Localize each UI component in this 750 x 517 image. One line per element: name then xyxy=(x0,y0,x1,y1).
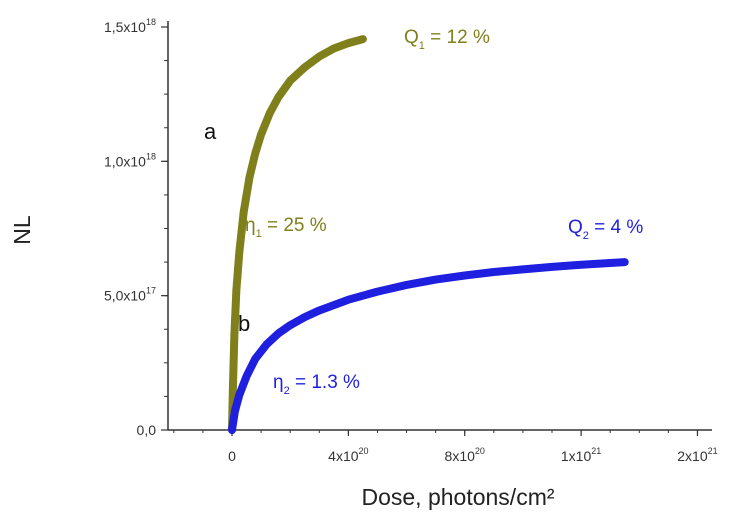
series-b-point xyxy=(301,313,309,321)
y-tick-label: 5,0x1017 xyxy=(104,286,156,304)
eta2-main: η xyxy=(273,372,284,393)
series-a-point xyxy=(344,39,352,47)
series-a-point xyxy=(286,77,294,85)
q2-rest: = 4 % xyxy=(589,217,643,238)
series-a-point xyxy=(274,93,283,101)
series-b-trace xyxy=(228,258,629,434)
series-b-point xyxy=(228,426,236,434)
eta2-annotation: η2 = 1.3 % xyxy=(273,372,360,397)
axes xyxy=(167,21,712,431)
q2-sub: 2 xyxy=(583,230,589,242)
y-ticks: 0,0 5,0x1017 1,0x1018 1,5x1018 xyxy=(104,17,168,438)
x-axis-title: Dose, photons/cm² xyxy=(361,484,554,510)
x-tick-label: 1x1021 xyxy=(561,446,601,464)
series-b-point xyxy=(263,340,271,348)
series-b-point xyxy=(242,372,251,380)
series-a-point xyxy=(251,149,259,157)
series-b-point xyxy=(548,263,556,271)
q2-annotation: Q2 = 4 % xyxy=(568,217,643,242)
y-tick-label: 1,0x1018 xyxy=(104,151,156,169)
x-tick-label: 0 xyxy=(228,448,236,464)
series-b-label: b xyxy=(238,311,250,336)
series-a-point xyxy=(315,52,323,61)
series-b-point xyxy=(490,268,498,276)
series-b-point xyxy=(286,321,294,329)
series-a-point xyxy=(266,109,274,117)
series-b-point xyxy=(231,407,239,415)
series-a-label: a xyxy=(204,119,217,144)
q1-annotation: Q1 = 12 % xyxy=(404,27,490,52)
q1-sub: 1 xyxy=(419,40,425,52)
x-tick-label: 2x1021 xyxy=(677,446,717,464)
x-tick-label: 8x1020 xyxy=(445,446,485,464)
eta1-sub: 1 xyxy=(256,228,262,240)
series-b-point xyxy=(251,355,259,363)
series-b-point xyxy=(621,258,629,266)
series-b-point xyxy=(432,275,440,284)
x-tick-label: 4x1020 xyxy=(328,446,368,464)
eta2-sub: 2 xyxy=(284,385,290,397)
y-tick-label: 1,5x1018 xyxy=(104,17,156,35)
series-layer xyxy=(228,35,629,434)
series-a-point xyxy=(301,63,309,71)
series-b-point xyxy=(315,306,323,315)
series-a-point xyxy=(229,386,237,394)
series-b-point xyxy=(235,391,243,399)
series-b-point xyxy=(402,281,411,289)
q1-rest: = 12 % xyxy=(425,27,490,48)
series-a-point xyxy=(359,35,367,43)
x-ticks: 0 4x1020 8x1020 1x1021 2x1021 xyxy=(173,430,718,464)
series-b-point xyxy=(274,329,283,337)
series-b-point xyxy=(461,271,469,280)
eta1-rest: = 25 % xyxy=(262,215,327,236)
series-a-point xyxy=(330,44,338,53)
y-axis-title: NL xyxy=(9,215,35,245)
series-b-point xyxy=(519,265,527,273)
eta1-annotation: η1 = 25 % xyxy=(245,215,327,240)
series-a-point xyxy=(235,249,243,257)
series-b-point xyxy=(344,296,352,304)
eta1-main: η xyxy=(245,215,256,236)
series-a-point xyxy=(232,286,240,294)
q2-main: Q xyxy=(568,217,583,238)
series-a-point xyxy=(230,332,238,340)
series-b-point xyxy=(373,288,382,296)
series-a-point xyxy=(245,173,254,182)
series-a-point xyxy=(240,208,248,216)
y-tick-label: 0,0 xyxy=(137,422,157,438)
series-b-point xyxy=(577,261,585,269)
eta2-rest: = 1.3 % xyxy=(290,372,360,393)
series-a-point xyxy=(257,130,265,139)
q1-main: Q xyxy=(404,27,419,48)
